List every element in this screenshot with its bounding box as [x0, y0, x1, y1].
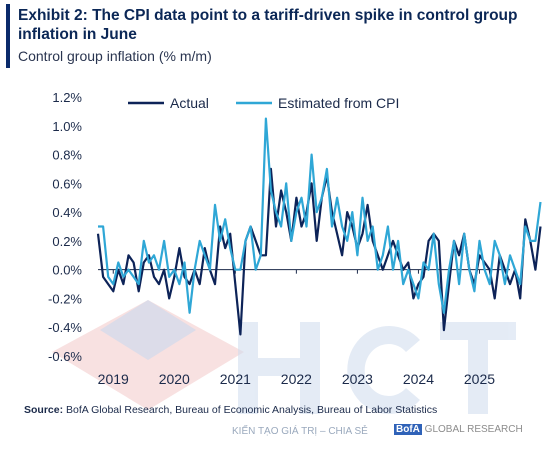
x-axis: 2019 2020 2021 2022 2023 2024 2025	[98, 269, 495, 387]
y-tick-label: 0.6%	[52, 176, 82, 191]
brand-tag: BofA GLOBAL RESEARCH	[394, 424, 523, 435]
legend: Actual Estimated from CPI	[128, 95, 399, 111]
chart-subtitle: Control group inflation (% m/m)	[18, 48, 212, 64]
x-tick-label: 2020	[159, 371, 190, 387]
legend-actual-label: Actual	[170, 95, 209, 111]
chart-title: Exhibit 2: The CPI data point to a tarif…	[18, 7, 518, 43]
y-tick-label: -0.4%	[48, 320, 82, 335]
source-text: BofA Global Research, Bureau of Economic…	[66, 404, 438, 416]
y-axis: -0.6% -0.4% -0.2% 0.0% 0.2% 0.4% 0.6% 0.8% 1.0% 1…	[48, 90, 82, 364]
series-lines	[96, 117, 542, 336]
legend-estimated-label: Estimated from CPI	[278, 95, 399, 111]
x-tick-label: 2024	[403, 371, 434, 387]
x-tick-label: 2022	[281, 371, 312, 387]
y-tick-label: 0.8%	[52, 148, 82, 163]
x-tick-label: 2019	[98, 371, 129, 387]
brand-badge: BofA	[394, 424, 422, 435]
x-tick-label: 2025	[464, 371, 495, 387]
accent-bar	[6, 4, 10, 68]
y-tick-label: -0.2%	[48, 291, 82, 306]
x-tick-label: 2023	[342, 371, 373, 387]
chart-frame: Exhibit 2: The CPI data point to a tarif…	[6, 4, 542, 446]
y-tick-label: 0.2%	[52, 234, 82, 249]
series-estimated-line	[98, 117, 542, 314]
series-actual-line	[96, 167, 542, 336]
source-label: Source:	[24, 404, 64, 416]
y-tick-label: -0.6%	[48, 349, 82, 364]
y-tick-label: 1.0%	[52, 119, 82, 134]
x-tick-label: 2021	[220, 371, 251, 387]
brand-text: GLOBAL RESEARCH	[424, 424, 523, 435]
y-tick-label: 0.0%	[52, 263, 82, 278]
source-note: Source: BofA Global Research, Bureau of …	[24, 404, 437, 416]
y-tick-label: 1.2%	[52, 90, 82, 105]
y-tick-label: 0.4%	[52, 205, 82, 220]
